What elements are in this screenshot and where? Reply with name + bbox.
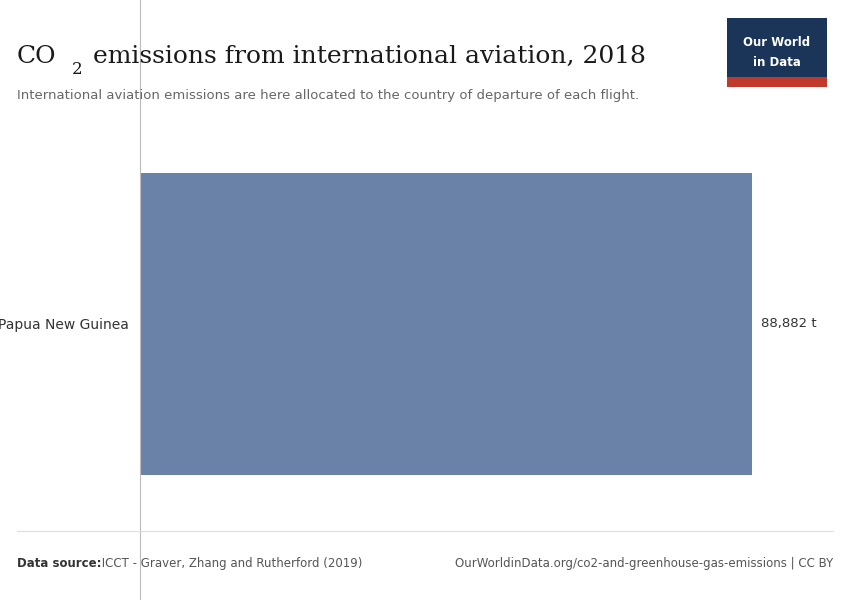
- Text: emissions from international aviation, 2018: emissions from international aviation, 2…: [85, 45, 646, 68]
- Text: ICCT - Graver, Zhang and Rutherford (2019): ICCT - Graver, Zhang and Rutherford (201…: [98, 557, 362, 570]
- Text: in Data: in Data: [753, 56, 801, 70]
- Text: CO: CO: [17, 45, 56, 68]
- Text: Our World: Our World: [744, 35, 810, 49]
- Text: 88,882 t: 88,882 t: [761, 317, 816, 331]
- Text: 2: 2: [72, 61, 82, 78]
- Text: Data source:: Data source:: [17, 557, 101, 570]
- Text: OurWorldinData.org/co2-and-greenhouse-gas-emissions | CC BY: OurWorldinData.org/co2-and-greenhouse-ga…: [455, 557, 833, 570]
- Text: International aviation emissions are here allocated to the country of departure : International aviation emissions are her…: [17, 89, 639, 102]
